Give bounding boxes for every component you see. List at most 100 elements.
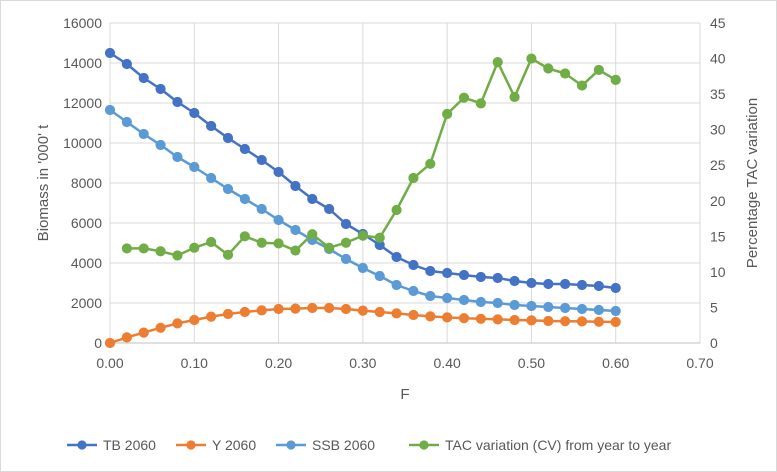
data-point	[492, 297, 503, 309]
legend-marker	[286, 440, 296, 450]
data-point	[576, 316, 588, 327]
data-point	[121, 116, 132, 128]
series-tac-variation-cv-from-year-to-year	[121, 53, 621, 261]
y-tick-label: 10000	[63, 135, 102, 151]
data-point	[273, 166, 284, 178]
data-point	[307, 229, 318, 240]
legend-item: SSB 2060	[276, 437, 375, 453]
data-point	[290, 303, 301, 314]
data-point	[593, 280, 604, 292]
data-point	[492, 57, 503, 68]
y-tick-label: 6000	[71, 215, 102, 231]
data-point	[307, 302, 318, 314]
data-point	[374, 270, 385, 282]
data-point	[189, 242, 200, 253]
data-point	[357, 305, 368, 316]
data-point	[172, 250, 183, 261]
data-point	[509, 299, 520, 311]
data-point	[475, 271, 486, 283]
data-point	[256, 203, 267, 215]
data-point	[526, 53, 537, 64]
y-tick-label: 8000	[71, 175, 102, 191]
data-point	[222, 308, 234, 320]
data-point	[560, 302, 571, 314]
axes: 0 2000 4000 6000 8000 10000 12000 14000 16000 0.0…	[63, 15, 726, 371]
y2-tick-label: 25	[710, 157, 726, 173]
data-point	[290, 224, 301, 236]
data-point	[138, 243, 149, 254]
data-point	[189, 161, 200, 173]
x-tick-label: 0.10	[181, 355, 208, 371]
data-point	[425, 158, 436, 169]
data-point	[526, 315, 537, 326]
data-point	[492, 272, 503, 284]
data-point	[425, 290, 436, 302]
data-point	[104, 337, 116, 349]
data-point	[543, 301, 554, 313]
data-point	[560, 68, 571, 79]
data-point	[324, 203, 335, 215]
data-point	[324, 242, 335, 253]
y2-tick-label: 45	[710, 15, 726, 31]
data-point	[155, 322, 166, 333]
data-point	[290, 180, 301, 192]
data-point	[155, 139, 166, 151]
legend-item: TAC variation (CV) from year to year	[409, 437, 671, 453]
data-point	[475, 296, 486, 308]
y2-tick-label: 35	[710, 86, 726, 102]
series-ssb-2060	[104, 104, 621, 317]
data-point	[239, 231, 250, 242]
data-point	[509, 275, 520, 287]
data-point	[442, 267, 453, 279]
y2-tick-label: 15	[710, 228, 726, 244]
y2-tick-label: 10	[710, 264, 726, 280]
legend-label: TB 2060	[103, 437, 156, 453]
data-point	[239, 306, 250, 318]
data-point	[610, 305, 621, 317]
data-point	[458, 92, 470, 103]
y-tick-label: 4000	[71, 255, 102, 271]
data-point	[576, 303, 588, 315]
data-point	[576, 279, 588, 291]
data-point	[121, 332, 132, 343]
data-point	[307, 193, 318, 205]
data-point	[475, 313, 486, 324]
legend-marker	[419, 440, 429, 450]
data-point	[172, 318, 183, 329]
data-point	[442, 108, 453, 120]
data-point	[256, 237, 267, 248]
data-point	[206, 311, 217, 322]
data-point	[374, 306, 385, 318]
data-point	[442, 292, 453, 304]
y-axis-title: Biomass in '000' t	[35, 124, 52, 241]
y2-axis-title: Percentage TAC variation	[744, 98, 761, 268]
data-point	[357, 262, 368, 274]
x-tick-label: 0.30	[349, 355, 376, 371]
data-point	[340, 253, 352, 265]
data-point	[121, 58, 132, 70]
x-tick-label: 0.50	[518, 355, 545, 371]
legend-item: Y 2060	[176, 437, 256, 453]
gridlines	[109, 22, 701, 344]
data-point	[290, 245, 301, 256]
data-point	[593, 64, 604, 76]
data-point	[138, 128, 149, 140]
legend-marker	[186, 440, 196, 450]
data-point	[256, 305, 267, 316]
data-point	[239, 143, 250, 155]
data-point	[408, 285, 419, 297]
legend-label: TAC variation (CV) from year to year	[445, 437, 671, 453]
data-point	[155, 246, 166, 257]
data-point	[138, 72, 149, 84]
data-point	[256, 154, 267, 166]
y2-tick-label: 30	[710, 122, 726, 138]
series-layer	[104, 47, 621, 349]
legend-label: Y 2060	[212, 437, 256, 453]
data-point	[408, 259, 419, 271]
data-point	[458, 294, 470, 306]
y-tick-label: 16000	[63, 15, 102, 31]
y2-tick-label: 0	[710, 335, 718, 351]
